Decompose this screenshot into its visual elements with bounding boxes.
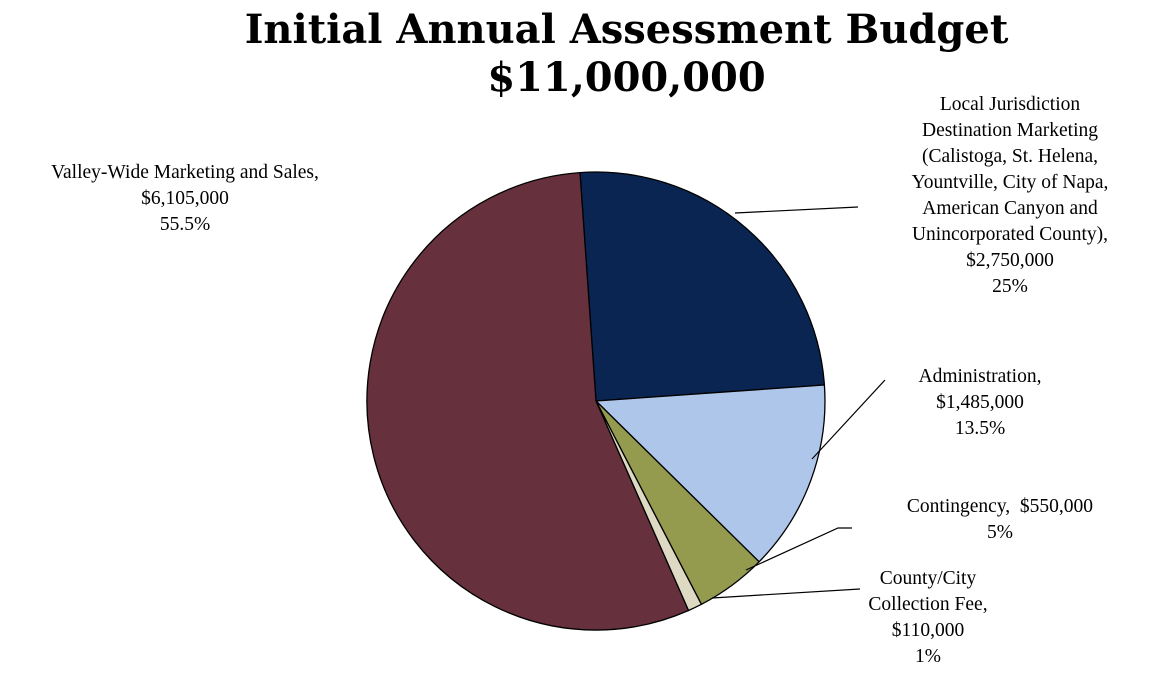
chart-subtitle: $11,000,000 [487, 54, 766, 101]
pie-slice [579, 171, 826, 402]
slice-label: Local Jurisdiction Destination Marketing… [911, 94, 1109, 297]
slice-label: Valley-Wide Marketing and Sales, $6,105,… [51, 162, 319, 235]
leader-line [745, 527, 852, 571]
slice-label: Administration, $1,485,000 13.5% [918, 366, 1042, 439]
chart-title: Initial Annual Assessment Budget [244, 6, 1009, 53]
leader-line [811, 379, 886, 460]
pie-slice [366, 171, 690, 631]
leader-line [734, 206, 859, 214]
pie-slice [594, 384, 826, 563]
slice-label: County/City Collection Fee, $110,000 1% [868, 568, 988, 667]
leader-line [711, 588, 861, 599]
slice-label: Contingency, $550,000 5% [906, 496, 1094, 543]
